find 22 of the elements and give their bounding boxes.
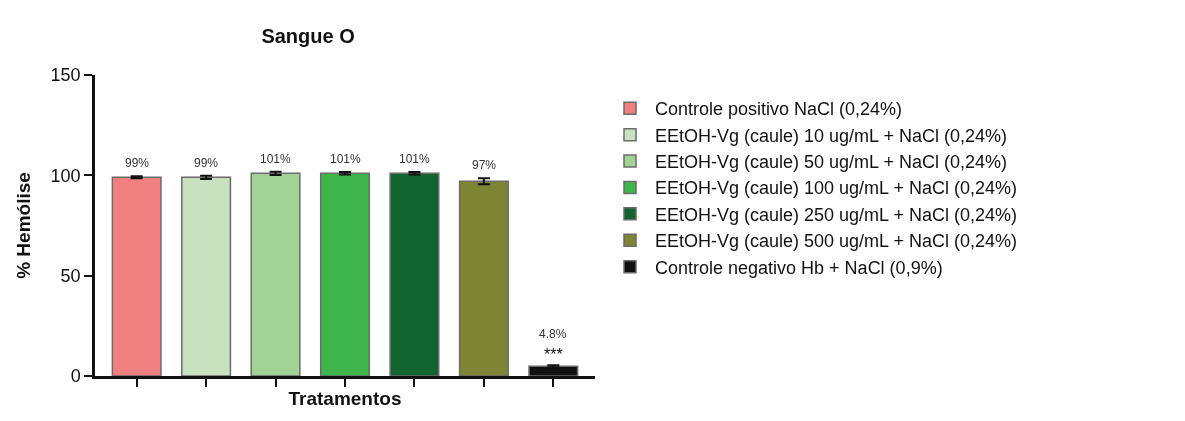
legend-label: EEtOH-Vg (caule) 10 ug/mL + NaCl (0,24%) <box>655 125 1007 146</box>
data-label: 101% <box>399 152 431 166</box>
x-axis-title: Tratamentos <box>288 387 402 409</box>
data-label: 99% <box>194 156 219 170</box>
data-label: 99% <box>125 156 150 170</box>
data-label: 4.8% <box>539 327 567 341</box>
data-label: 101% <box>260 152 292 166</box>
annotation: *** <box>544 346 563 363</box>
data-label: 101% <box>330 152 362 166</box>
legend-label: EEtOH-Vg (caule) 50 ug/mL + NaCl (0,24%) <box>655 152 1007 173</box>
legend-label: Controle negativo Hb + NaCl (0,9%) <box>655 257 943 278</box>
legend-label: EEtOH-Vg (caule) 100 ug/mL + NaCl (0,24%) <box>655 178 1017 199</box>
y-tick-label: 100 <box>50 165 81 186</box>
y-tick-label: 150 <box>50 65 81 86</box>
y-axis-title: % Hemólise <box>13 172 35 279</box>
legend-label: EEtOH-Vg (caule) 500 ug/mL + NaCl (0,24%) <box>655 231 1017 252</box>
legend-label: EEtOH-Vg (caule) 250 ug/mL + NaCl (0,24%) <box>655 204 1017 225</box>
chart-title: Sangue O <box>261 25 355 48</box>
data-label: 97% <box>472 158 497 172</box>
y-tick-label: 50 <box>60 265 81 286</box>
y-tick-label: 0 <box>70 366 81 387</box>
legend-label: Controle positivo NaCl (0,24%) <box>655 99 903 120</box>
